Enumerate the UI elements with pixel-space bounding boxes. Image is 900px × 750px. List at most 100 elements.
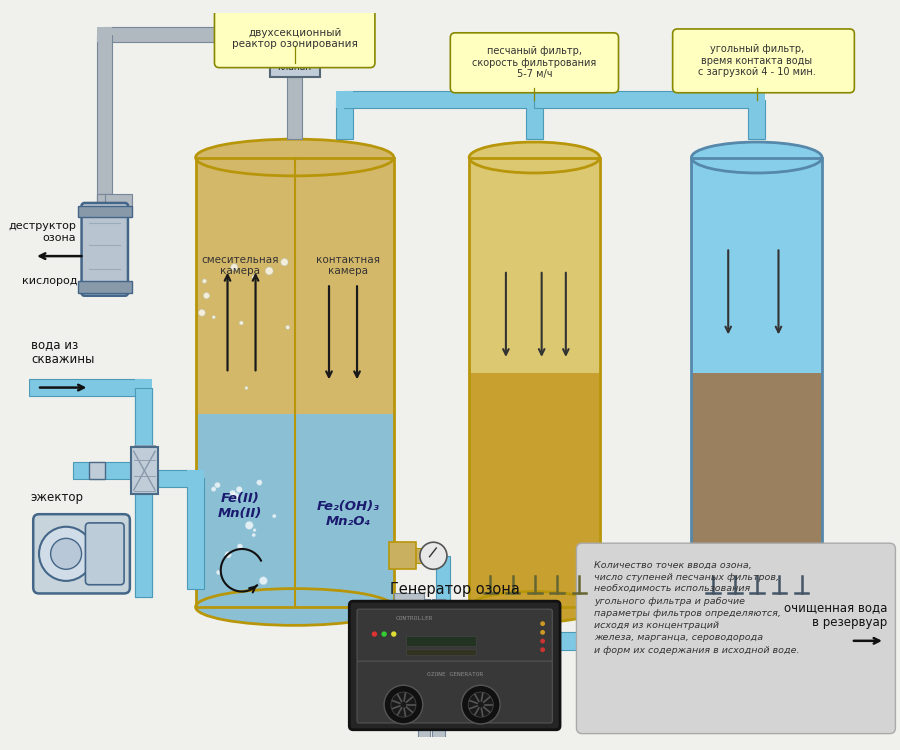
Bar bbox=[97, 34, 112, 204]
Circle shape bbox=[225, 551, 231, 558]
Circle shape bbox=[230, 264, 238, 271]
Text: Fe₂(OH)₃
Mn₂O₄: Fe₂(OH)₃ Mn₂O₄ bbox=[317, 500, 380, 528]
Bar bbox=[394, 548, 442, 563]
Bar bbox=[406, 649, 476, 655]
Bar bbox=[394, 593, 424, 605]
Bar bbox=[526, 626, 543, 640]
Circle shape bbox=[239, 321, 243, 325]
Circle shape bbox=[540, 621, 545, 626]
Bar bbox=[748, 632, 765, 650]
Circle shape bbox=[237, 544, 243, 549]
Bar bbox=[187, 470, 204, 488]
Bar bbox=[195, 414, 394, 607]
Bar bbox=[691, 158, 822, 607]
FancyBboxPatch shape bbox=[33, 514, 130, 593]
Circle shape bbox=[214, 482, 220, 488]
Bar bbox=[469, 158, 599, 374]
Bar bbox=[89, 462, 104, 479]
Text: кислород: кислород bbox=[22, 276, 77, 286]
Text: эжектор: эжектор bbox=[30, 491, 83, 504]
Bar bbox=[535, 91, 757, 108]
Bar bbox=[135, 388, 152, 448]
Bar bbox=[436, 556, 451, 640]
Bar bbox=[97, 194, 112, 206]
Bar bbox=[748, 100, 765, 140]
Bar bbox=[104, 27, 294, 42]
Bar bbox=[143, 470, 195, 488]
Bar bbox=[748, 626, 765, 640]
Circle shape bbox=[253, 529, 256, 532]
Text: OZONE GENERATOR: OZONE GENERATOR bbox=[427, 672, 482, 677]
Bar bbox=[748, 632, 765, 650]
Bar bbox=[526, 100, 543, 140]
Ellipse shape bbox=[469, 592, 599, 622]
Bar bbox=[748, 91, 765, 108]
Bar bbox=[406, 637, 476, 646]
Text: Fe(II)
Mn(II): Fe(II) Mn(II) bbox=[218, 493, 262, 520]
Text: двухсекционный
реактор озонирования: двухсекционный реактор озонирования bbox=[232, 28, 357, 50]
Circle shape bbox=[245, 521, 253, 530]
Text: CONTROLLER: CONTROLLER bbox=[395, 616, 433, 621]
Bar bbox=[287, 77, 302, 140]
Bar bbox=[344, 91, 535, 108]
Circle shape bbox=[236, 487, 242, 493]
Bar bbox=[691, 158, 822, 374]
Circle shape bbox=[372, 632, 377, 637]
Circle shape bbox=[281, 259, 288, 266]
Bar bbox=[104, 194, 131, 206]
Bar bbox=[130, 448, 158, 494]
Circle shape bbox=[39, 526, 94, 581]
FancyBboxPatch shape bbox=[357, 661, 553, 723]
Bar bbox=[757, 632, 895, 650]
Circle shape bbox=[245, 386, 248, 389]
Circle shape bbox=[212, 316, 215, 319]
Circle shape bbox=[468, 692, 493, 717]
Bar bbox=[73, 462, 130, 479]
Bar bbox=[187, 478, 204, 589]
Bar bbox=[435, 632, 452, 650]
Circle shape bbox=[231, 493, 239, 500]
Bar bbox=[30, 379, 146, 396]
Ellipse shape bbox=[469, 142, 599, 173]
Circle shape bbox=[540, 647, 545, 652]
Bar bbox=[97, 194, 112, 204]
Bar bbox=[287, 27, 302, 42]
Text: угольный фильтр,
время контакта воды
с загрузкой 4 - 10 мин.: угольный фильтр, время контакта воды с з… bbox=[698, 44, 815, 77]
Circle shape bbox=[540, 630, 545, 634]
Ellipse shape bbox=[195, 140, 394, 176]
Text: очищенная вода
в резервуар: очищенная вода в резервуар bbox=[784, 602, 887, 629]
FancyBboxPatch shape bbox=[86, 523, 124, 585]
Bar bbox=[336, 91, 353, 108]
Circle shape bbox=[540, 639, 545, 644]
Bar bbox=[432, 599, 445, 750]
FancyBboxPatch shape bbox=[214, 10, 375, 68]
Circle shape bbox=[273, 514, 276, 518]
FancyBboxPatch shape bbox=[450, 33, 618, 93]
Text: газоотделительный
клапан: газоотделительный клапан bbox=[247, 52, 343, 71]
Text: деструктор
озона: деструктор озона bbox=[8, 221, 76, 243]
FancyBboxPatch shape bbox=[349, 602, 560, 730]
FancyBboxPatch shape bbox=[577, 543, 896, 734]
Bar bbox=[469, 158, 599, 607]
FancyBboxPatch shape bbox=[82, 203, 128, 296]
Bar bbox=[526, 632, 543, 650]
Bar bbox=[97, 27, 112, 42]
Circle shape bbox=[384, 686, 423, 724]
Circle shape bbox=[50, 538, 82, 569]
Ellipse shape bbox=[691, 592, 822, 622]
Text: песчаный фильтр,
скорость фильтрования
5-7 м/ч: песчаный фильтр, скорость фильтрования 5… bbox=[472, 46, 597, 80]
Circle shape bbox=[391, 692, 416, 717]
Bar bbox=[287, 34, 302, 46]
Text: вода из
скважины: вода из скважины bbox=[32, 338, 94, 366]
FancyBboxPatch shape bbox=[672, 29, 854, 93]
Circle shape bbox=[216, 570, 220, 574]
Bar bbox=[535, 632, 757, 650]
Ellipse shape bbox=[195, 589, 394, 626]
Circle shape bbox=[382, 632, 387, 637]
Bar bbox=[135, 470, 152, 488]
Circle shape bbox=[462, 686, 500, 724]
Bar bbox=[691, 374, 822, 607]
Bar bbox=[336, 100, 353, 140]
Ellipse shape bbox=[691, 142, 822, 173]
Circle shape bbox=[212, 487, 216, 491]
